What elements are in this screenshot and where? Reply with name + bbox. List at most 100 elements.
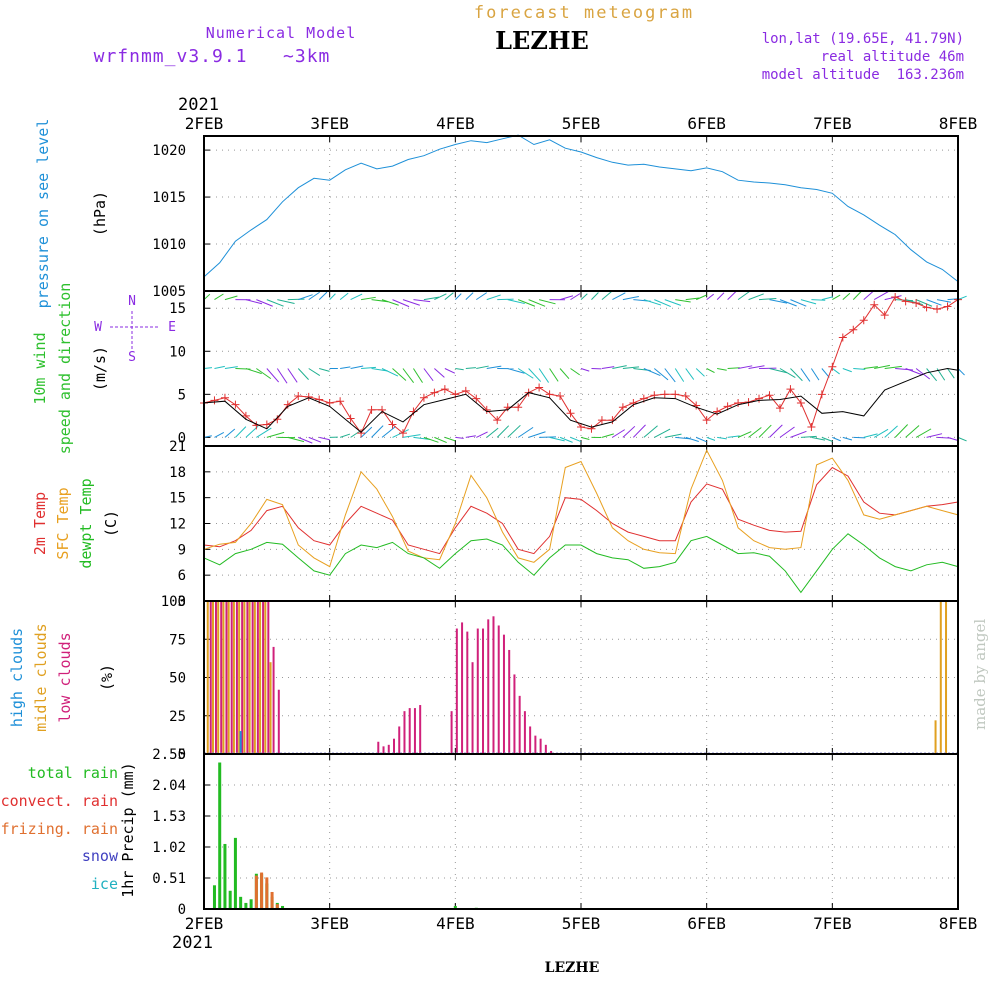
wind-marker (378, 405, 387, 414)
wind-arrow (612, 292, 626, 301)
wind-arrow (287, 436, 305, 443)
low-cloud-bar (419, 705, 422, 754)
wind-arrow (549, 368, 559, 382)
low-cloud-bar (220, 601, 223, 754)
y-tick-label: 18 (169, 465, 186, 481)
model-name: wrfnmm_v3.9.1 ~3km (94, 46, 331, 67)
y-tick-label: 1015 (152, 190, 186, 206)
wind-arrow (256, 368, 272, 380)
low-cloud-bar (450, 711, 453, 754)
wind-arrow (224, 366, 238, 369)
wind-marker (755, 394, 764, 403)
wind-arrow (748, 365, 765, 369)
wind-arrow (737, 365, 753, 369)
series-line (203, 466, 959, 555)
temperature-panel-frame (203, 446, 959, 601)
y-tick-label: 50 (169, 671, 186, 687)
wind-arrow (402, 434, 421, 438)
low-cloud-bar (230, 601, 233, 754)
wind-arrow (340, 366, 351, 369)
wind-arrow (832, 368, 840, 375)
mid-cloud-bar (269, 662, 272, 754)
wind-arrow (549, 436, 565, 442)
wind-arrow (413, 299, 431, 303)
total-rain-bar (212, 885, 216, 909)
clouds-unit: (%) (98, 664, 116, 691)
y-tick-label: 10 (169, 344, 186, 360)
plot-area: 2FEB 2FEB 3FEB 3FEB 4FEB 4FEB 5FEB 5FEB 6FEB 6FEB… (1, 114, 978, 933)
wind-arrow (308, 368, 321, 376)
wind-arrow (706, 293, 714, 301)
wind-marker (304, 392, 313, 401)
low-cloud-bar (241, 601, 244, 754)
wind-arrow (821, 436, 833, 442)
wind-arrow (622, 366, 640, 369)
wind-marker (765, 391, 774, 400)
wind-arrow (287, 368, 298, 383)
wind-arrow (842, 368, 852, 373)
wind-arrow (475, 292, 488, 301)
low-cloud-bar (523, 711, 526, 754)
mid-cloud-bar (211, 601, 214, 754)
mid-cloud-bar (227, 601, 230, 754)
mid-cloud-bar (934, 720, 937, 754)
wind-arrow (507, 299, 525, 305)
wind-marker (786, 385, 795, 394)
wind-arrow (622, 425, 636, 438)
wind-arrow (486, 365, 502, 369)
y-tick-label: 6 (178, 568, 186, 584)
series-line (203, 134, 959, 282)
compass-east: E (168, 320, 176, 335)
wind-arrow (486, 294, 501, 301)
wind-arrow (769, 424, 783, 438)
compass-south: S (128, 350, 136, 365)
wind-arrow (277, 299, 295, 305)
low-cloud-bar (550, 750, 553, 754)
wind-arrow (350, 365, 364, 369)
x-tick-label-bottom: 7FEB (813, 914, 852, 933)
compass-cross (110, 311, 158, 351)
wind-marker (283, 400, 292, 409)
wind-marker (587, 424, 596, 433)
y-tick-label: 25 (169, 709, 186, 725)
y-tick-label: 15 (169, 491, 186, 507)
model-label: Numerical Model (206, 24, 356, 42)
wind-arrow (266, 431, 285, 438)
y-tick-label: 0 (178, 430, 186, 446)
wind-arrow (214, 293, 224, 301)
wind-arrow (266, 368, 280, 383)
wind-marker (273, 415, 282, 424)
temp-ylabel-sfc: SFC Temp (54, 487, 72, 559)
total-rain-bar (239, 896, 243, 909)
wind-arrow (413, 368, 423, 383)
wind-arrow (319, 368, 330, 372)
wind-arrow (915, 368, 931, 380)
wind-arrow (434, 436, 447, 444)
wind-arrow (350, 293, 363, 301)
wind-arrow (507, 424, 521, 438)
low-cloud-bar (476, 628, 479, 754)
wind-arrow (915, 299, 933, 307)
wind-marker (838, 333, 847, 342)
wind-marker (514, 403, 523, 412)
wind-arrow (361, 366, 376, 369)
y-tick-label: 21 (169, 439, 186, 455)
mid-cloud-bar (253, 601, 256, 754)
wind-arrow (517, 299, 536, 307)
mid-cloud-bar (945, 601, 948, 754)
wind-arrow (423, 368, 434, 382)
convect-rain-bar (275, 904, 279, 909)
wind-marker (692, 401, 701, 410)
wind-arrow (402, 299, 420, 306)
low-cloud-bar (246, 601, 249, 754)
wind-arrow (454, 293, 462, 300)
wind-marker (398, 429, 407, 438)
low-cloud-bar (214, 601, 217, 754)
wind-arrow (832, 294, 841, 301)
pressure-ylabel: pressure on see level (34, 119, 52, 309)
wind-arrow (643, 299, 662, 306)
wind-marker (618, 403, 627, 412)
wind-arrow (476, 431, 488, 438)
low-cloud-bar (209, 601, 212, 754)
wind-arrow (895, 368, 914, 371)
